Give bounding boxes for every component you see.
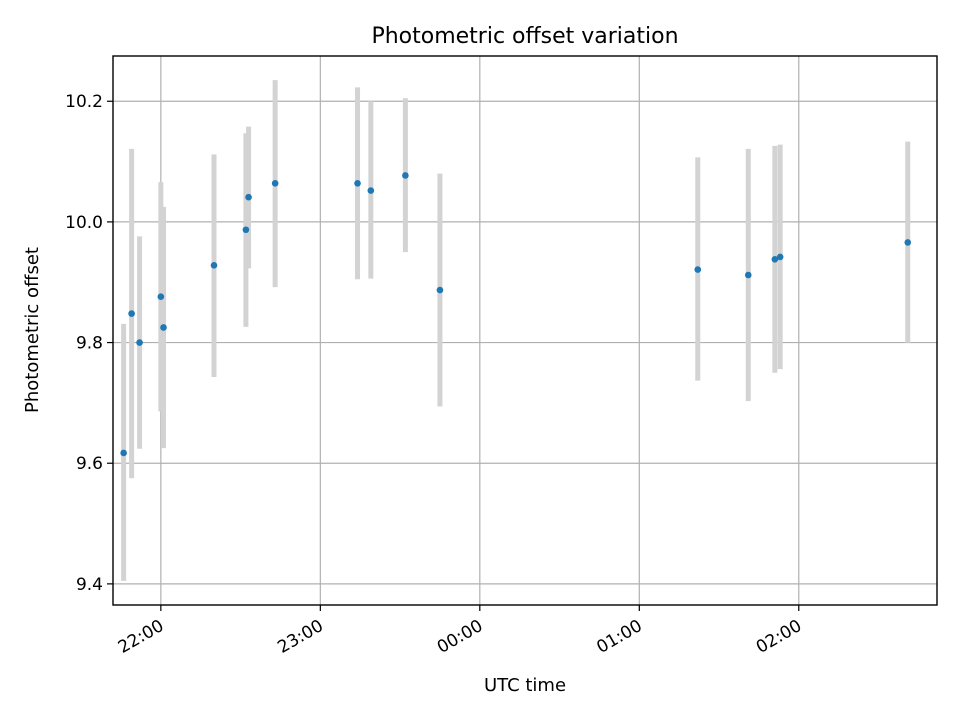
x-tick-label: 23:00: [274, 616, 326, 658]
data-point: [271, 179, 279, 187]
data-point: [245, 193, 252, 201]
data-point: [771, 256, 779, 263]
x-tick-label: 00:00: [434, 616, 486, 658]
x-tick-label: 22:00: [115, 616, 167, 658]
y-tick-label: 9.6: [76, 454, 103, 474]
data-point: [402, 172, 409, 179]
error-bars: [121, 80, 911, 581]
y-tick-label: 9.4: [76, 575, 103, 595]
data-point: [160, 324, 167, 331]
data-point: [354, 179, 361, 187]
data-point: [776, 253, 784, 261]
x-axis-label: UTC time: [484, 675, 566, 696]
x-tick-label: 01:00: [593, 616, 645, 658]
data-point: [210, 262, 218, 269]
grid-lines: [113, 56, 937, 605]
data-point: [694, 266, 702, 273]
y-tick-label: 10.2: [65, 92, 103, 112]
data-point: [367, 187, 375, 194]
y-axis-label: Photometric offset: [22, 247, 43, 413]
axis-ticks: 9.4 9.6 9.8 10.0 10.2 22:00 23:00 00:00 01:00 02:…: [65, 92, 805, 658]
data-point: [157, 293, 165, 301]
plot-frame: [112, 55, 938, 606]
y-tick-label: 9.8: [76, 334, 103, 354]
data-point: [436, 286, 444, 294]
chart-title: Photometric offset variation: [371, 24, 678, 49]
data-point: [136, 339, 143, 346]
y-tick-label: 10.0: [65, 213, 103, 233]
data-point: [128, 310, 135, 317]
data-point: [120, 449, 127, 457]
x-tick-label: 02:00: [753, 616, 805, 658]
data-point: [744, 271, 752, 279]
data-points: [120, 172, 912, 457]
data-point: [904, 239, 912, 246]
data-point: [242, 226, 250, 234]
